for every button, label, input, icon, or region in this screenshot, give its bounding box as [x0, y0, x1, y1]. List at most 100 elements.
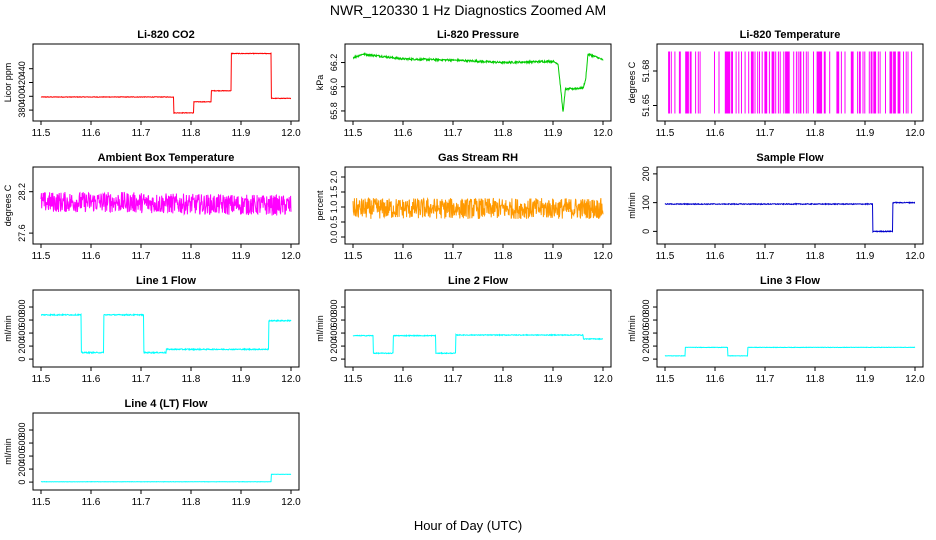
y-tick-label: 800 — [17, 300, 27, 315]
x-tick-label: 11.6 — [82, 374, 101, 385]
panel-4: Gas Stream RH percent 0.0 0.5 1.0 1.5 2.0 11.5 1… — [315, 152, 613, 262]
x-tick-label: 12.0 — [593, 251, 613, 262]
x-tick-label: 11.8 — [182, 497, 201, 508]
series-line — [352, 52, 604, 112]
y-tick-label: 400 — [17, 89, 27, 104]
x-tick-label: 11.8 — [494, 251, 513, 262]
y-tick-label: 200 — [329, 339, 339, 354]
series-line — [664, 201, 916, 234]
x-tick-label: 11.9 — [856, 251, 875, 262]
x-tick-label: 11.7 — [132, 128, 151, 139]
y-tick-label: 400 — [641, 326, 651, 341]
y-tick-label: 100 — [641, 195, 651, 210]
y-axis-label: kPa — [315, 75, 325, 91]
x-tick-label: 12.0 — [905, 374, 925, 385]
y-tick-label: 420 — [17, 75, 27, 90]
x-tick-label: 11.5 — [344, 374, 363, 385]
x-tick-label: 11.8 — [806, 374, 825, 385]
y-tick-label: 0 — [641, 357, 651, 362]
panel-title: Ambient Box Temperature — [98, 152, 235, 164]
panel-title: Line 3 Flow — [760, 275, 820, 287]
x-tick-label: 11.7 — [132, 497, 151, 508]
x-axis-label: Hour of Day (UTC) — [413, 518, 523, 533]
x-tick-label: 11.5 — [32, 497, 51, 508]
x-tick-label: 11.9 — [232, 497, 251, 508]
x-tick-label: 11.9 — [232, 374, 251, 385]
x-tick-label: 11.7 — [756, 128, 775, 139]
y-axis-label: degrees C — [627, 61, 637, 103]
plot-frame — [344, 289, 612, 368]
x-tick-label: 11.6 — [394, 251, 413, 262]
y-tick-label: 200 — [17, 339, 27, 354]
y-tick-label: 200 — [641, 339, 651, 354]
y-axis-label: ml/min — [315, 315, 325, 342]
panel-2: Li-820 Temperature degrees C 51.65 51.68 11.… — [627, 29, 925, 139]
series-line — [352, 196, 604, 220]
series-line — [668, 51, 913, 114]
panel-1: Li-820 Pressure kPa 65.8 66.0 66.2 11.5 11.6 11… — [315, 29, 613, 139]
series-line — [40, 191, 292, 216]
panel-5: Sample Flow ml/min 0 100 200 11.5 11.6 11.7 11.8… — [627, 152, 925, 262]
x-tick-label: 12.0 — [281, 497, 301, 508]
x-tick-label: 11.8 — [182, 128, 201, 139]
panel-title: Gas Stream RH — [438, 152, 518, 164]
panel-title: Li-820 Temperature — [740, 29, 841, 41]
y-tick-label: 600 — [641, 313, 651, 328]
plot-frame — [344, 43, 612, 122]
y-tick-label: 400 — [17, 326, 27, 341]
y-axis-label: ml/min — [627, 315, 637, 342]
plot-frame — [32, 43, 300, 122]
y-axis-label: ml/min — [3, 438, 13, 465]
y-tick-label: 2.0 — [329, 171, 339, 184]
x-tick-label: 11.6 — [82, 497, 101, 508]
y-tick-label: 1.5 — [329, 186, 339, 199]
panel-title: Sample Flow — [756, 152, 824, 164]
y-tick-label: 66.2 — [329, 54, 339, 72]
series-line — [40, 52, 291, 115]
panel-title: Line 1 Flow — [136, 275, 196, 287]
page-title: NWR_120330 1 Hz Diagnostics Zoomed AM — [329, 2, 607, 18]
y-tick-label: 0 — [17, 480, 27, 485]
x-tick-label: 11.7 — [444, 128, 463, 139]
x-tick-label: 11.6 — [394, 374, 413, 385]
x-tick-label: 11.9 — [232, 128, 251, 139]
x-tick-label: 11.9 — [544, 251, 563, 262]
plot-frame — [656, 289, 924, 368]
y-tick-label: 600 — [17, 313, 27, 328]
y-tick-label: 66.0 — [329, 78, 339, 96]
x-tick-label: 11.5 — [656, 128, 675, 139]
x-tick-label: 11.9 — [856, 374, 875, 385]
x-tick-label: 11.8 — [806, 128, 825, 139]
series-line — [40, 312, 292, 355]
x-tick-label: 11.7 — [444, 374, 463, 385]
x-tick-label: 11.6 — [82, 128, 101, 139]
y-tick-label: 27.6 — [17, 224, 27, 242]
plot-frame — [344, 166, 612, 245]
y-tick-label: 800 — [17, 423, 27, 438]
x-tick-label: 12.0 — [905, 251, 925, 262]
plot-frame — [656, 166, 924, 245]
x-tick-label: 11.9 — [232, 251, 251, 262]
y-tick-label: 400 — [17, 449, 27, 464]
y-tick-label: 400 — [329, 326, 339, 341]
x-tick-label: 12.0 — [281, 374, 301, 385]
x-tick-label: 11.5 — [656, 374, 675, 385]
y-tick-label: 600 — [17, 436, 27, 451]
x-tick-label: 11.7 — [444, 251, 463, 262]
x-tick-label: 11.5 — [344, 251, 363, 262]
plot-frame — [656, 43, 924, 122]
x-tick-label: 12.0 — [593, 374, 613, 385]
y-axis-label: ml/min — [627, 192, 637, 219]
x-tick-label: 11.7 — [132, 251, 151, 262]
y-tick-label: 800 — [329, 300, 339, 315]
y-tick-label: 200 — [17, 462, 27, 477]
y-tick-label: 0.0 — [329, 231, 339, 244]
x-tick-label: 11.8 — [806, 251, 825, 262]
series-line — [40, 473, 292, 483]
